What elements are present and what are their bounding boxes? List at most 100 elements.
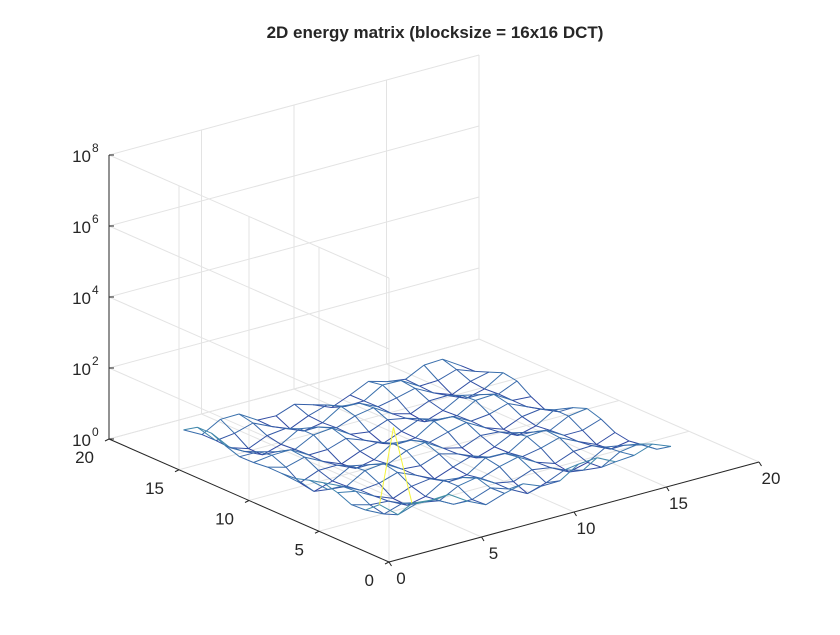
mesh-segment: [221, 419, 235, 433]
mesh-segment: [337, 416, 356, 428]
mesh-segment: [476, 400, 490, 414]
mesh-segment: [309, 405, 328, 416]
z-tick-label: 10: [72, 360, 91, 379]
mesh-segment: [587, 409, 601, 420]
mesh-segment: [466, 389, 485, 399]
y-tick-mark: [315, 531, 319, 533]
mesh-segment: [522, 409, 541, 417]
mesh-segment: [495, 447, 509, 453]
mesh-segment: [361, 483, 380, 490]
mesh-segment: [407, 451, 421, 466]
y-tick-label: 20: [75, 448, 94, 467]
mesh-segment: [360, 451, 374, 459]
mesh-segment: [412, 479, 431, 487]
mesh-segment: [281, 429, 300, 445]
mesh-segment: [615, 433, 629, 442]
mesh-segment: [489, 372, 503, 373]
mesh-segment: [503, 373, 517, 381]
mesh-segment: [527, 436, 541, 448]
mesh-segment: [355, 416, 369, 432]
y-tick-label: 10: [215, 510, 234, 529]
mesh-segment: [421, 454, 440, 466]
mesh-segment: [444, 448, 463, 449]
mesh-segment: [435, 467, 454, 479]
mesh-segment: [378, 398, 397, 407]
mesh-segment: [424, 365, 438, 380]
z-tick-exponent: 2: [92, 354, 99, 368]
y-tick-label: 15: [145, 479, 164, 498]
mesh-segment: [369, 420, 388, 432]
mesh-segment: [258, 416, 277, 420]
mesh-segment: [430, 432, 449, 442]
mesh-segment: [601, 419, 615, 433]
mesh-segment: [351, 432, 370, 434]
y-tick-label: 5: [295, 540, 304, 559]
y-tick-mark: [175, 470, 179, 472]
z-tick-label: 10: [72, 147, 91, 166]
mesh-segment: [221, 414, 240, 419]
mesh-segment: [314, 428, 333, 435]
mesh-segment: [541, 448, 555, 463]
mesh-segment: [323, 406, 342, 422]
mesh-segment: [443, 359, 457, 369]
mesh-segment: [346, 438, 360, 451]
mesh-segment: [527, 407, 541, 410]
mesh-segment: [239, 414, 258, 420]
mesh-segment: [485, 373, 504, 389]
mesh-segment: [309, 416, 323, 423]
mesh-segment: [443, 411, 457, 416]
mesh-segment: [592, 446, 606, 447]
mesh-segment: [393, 443, 407, 451]
mesh-segment: [295, 404, 314, 405]
mesh-segment: [327, 405, 341, 406]
x-tick-mark: [574, 512, 577, 516]
mesh-segment: [290, 416, 309, 429]
mesh-segment: [426, 480, 445, 496]
mesh-segment: [481, 436, 495, 447]
mesh-segment: [276, 404, 295, 416]
mesh-segment: [500, 467, 514, 482]
mesh-segment: [388, 418, 407, 420]
mesh-segment: [448, 432, 462, 448]
x-tick-label: 20: [762, 469, 781, 488]
z-tick-label: 10: [72, 431, 91, 450]
z-tick-exponent: 4: [92, 283, 99, 297]
y-tick-mark: [385, 562, 389, 564]
z-tick-exponent: 8: [92, 141, 99, 155]
mesh-segment: [569, 416, 583, 430]
mesh-segment: [254, 463, 268, 468]
mesh-segment: [402, 419, 421, 432]
mesh-segment: [429, 401, 443, 411]
mesh-segment: [573, 408, 587, 409]
x-tick-mark: [667, 487, 670, 491]
mesh-segment: [471, 414, 490, 421]
mesh-segment: [616, 455, 635, 461]
mesh-segment: [338, 493, 352, 505]
mesh-segment: [546, 470, 565, 483]
axis-layer: [105, 155, 762, 566]
mesh-segment: [235, 433, 249, 448]
mesh-segment: [536, 426, 550, 431]
mesh-segment: [286, 457, 305, 467]
mesh-segment: [184, 427, 198, 430]
mesh-segment: [407, 442, 426, 450]
mesh-segment: [555, 451, 574, 463]
mesh-segment: [528, 486, 542, 494]
mesh-segment: [471, 372, 490, 381]
mesh-segment: [564, 430, 583, 435]
mesh-segment: [565, 464, 579, 470]
mesh-segment: [332, 428, 351, 434]
mesh-segment: [440, 486, 459, 501]
mesh-segment: [272, 455, 286, 467]
mesh-segment: [653, 444, 672, 446]
mesh-segment: [597, 433, 616, 445]
mesh-segment: [471, 381, 485, 389]
mesh-segment: [523, 484, 542, 486]
mesh-segment: [541, 409, 555, 410]
x-tick-mark: [482, 537, 485, 541]
mesh-segment: [254, 455, 273, 462]
mesh-segment: [486, 493, 505, 504]
mesh-segment: [267, 429, 286, 436]
